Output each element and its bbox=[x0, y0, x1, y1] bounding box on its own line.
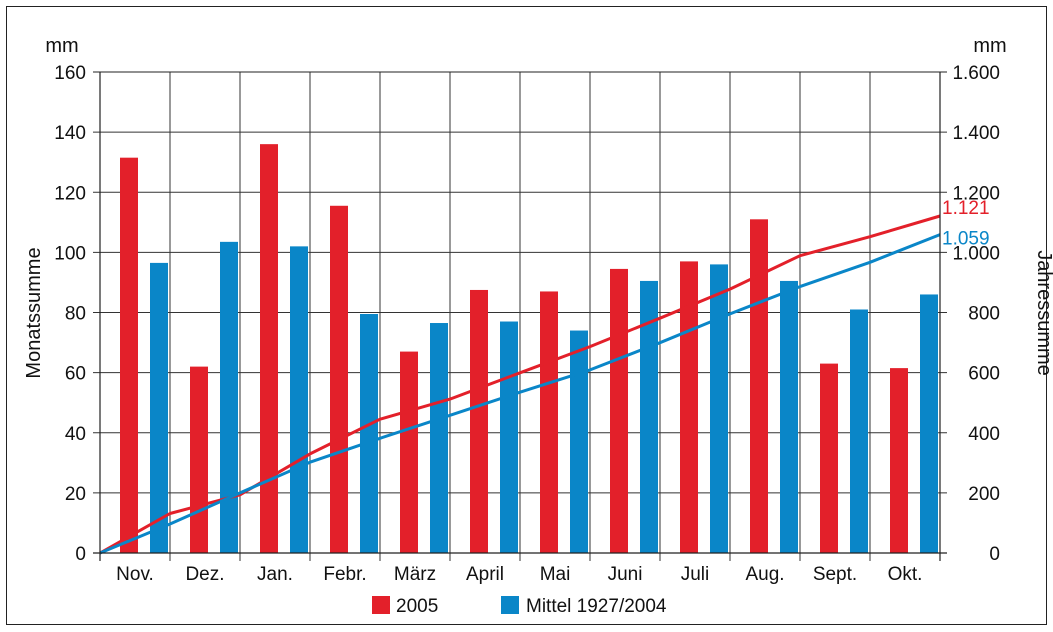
left-tick-label: 140 bbox=[54, 123, 86, 144]
category-label: Mai bbox=[540, 564, 571, 585]
left-tick-label: 40 bbox=[65, 424, 86, 445]
bar-2005 bbox=[120, 157, 138, 553]
bar-mittel bbox=[220, 241, 238, 553]
left-tick-label: 60 bbox=[65, 364, 86, 385]
bar-2005 bbox=[330, 205, 348, 553]
bar-mittel bbox=[360, 314, 378, 553]
right-tick-label: 1.600 bbox=[952, 63, 1000, 84]
bar-2005 bbox=[890, 368, 908, 553]
right-tick-label: 1.000 bbox=[952, 243, 1000, 264]
right-tick-label: 400 bbox=[968, 424, 1000, 445]
legend: 2005 Mittel 1927/2004 bbox=[372, 596, 667, 617]
bar-mittel bbox=[570, 330, 588, 553]
bar-mittel bbox=[850, 309, 868, 553]
category-label: Dez. bbox=[185, 564, 224, 585]
bar-2005 bbox=[680, 261, 698, 553]
cumulative-lines: 1.121 1.059 bbox=[99, 198, 990, 555]
legend-label-mittel: Mittel 1927/2004 bbox=[526, 596, 667, 617]
right-tick-label: 600 bbox=[968, 364, 1000, 385]
legend-swatch-2005 bbox=[372, 596, 390, 614]
left-tick-label: 80 bbox=[65, 304, 86, 325]
left-tick-label: 0 bbox=[75, 544, 86, 565]
bar-mittel bbox=[500, 321, 518, 553]
category-label: Nov. bbox=[116, 564, 154, 585]
category-label: Juni bbox=[608, 564, 643, 585]
bar-2005 bbox=[190, 366, 208, 553]
bar-mittel bbox=[430, 323, 448, 553]
cumulative-end-label-mittel: 1.059 bbox=[942, 229, 990, 250]
cumulative-line-mittel bbox=[99, 233, 941, 555]
category-label: Aug. bbox=[745, 564, 784, 585]
left-tick-label: 160 bbox=[54, 63, 86, 84]
right-tick-label: 800 bbox=[968, 304, 1000, 325]
category-label: Okt. bbox=[888, 564, 923, 585]
left-tick-label: 20 bbox=[65, 484, 86, 505]
right-axis-unit: mm bbox=[973, 35, 1006, 57]
left-axis-unit: mm bbox=[45, 35, 78, 57]
right-axis-title: Jahressumme bbox=[1033, 250, 1053, 376]
left-tick-label: 100 bbox=[54, 243, 86, 264]
category-label: Jan. bbox=[257, 564, 293, 585]
legend-swatch-mittel bbox=[501, 596, 519, 614]
bar-2005 bbox=[610, 268, 628, 553]
category-label: April bbox=[466, 564, 504, 585]
bar-mittel bbox=[920, 294, 938, 553]
right-tick-label: 1.400 bbox=[952, 123, 1000, 144]
right-tick-label: 200 bbox=[968, 484, 1000, 505]
bar-mittel bbox=[150, 262, 168, 553]
bar-mittel bbox=[710, 264, 728, 553]
bars bbox=[120, 144, 938, 554]
category-label: März bbox=[394, 564, 436, 585]
axes: 0 0 20 200 40 400 60 600 80 800 100 1.000 120 1.200 14… bbox=[54, 63, 1000, 585]
bar-2005 bbox=[470, 289, 488, 553]
bar-2005 bbox=[540, 291, 558, 553]
right-tick-label: 0 bbox=[989, 544, 1000, 565]
bar-2005 bbox=[750, 219, 768, 553]
bar-2005 bbox=[820, 363, 838, 553]
bar-mittel bbox=[290, 246, 308, 554]
cumulative-line-2005 bbox=[99, 214, 941, 555]
bar-mittel bbox=[780, 280, 798, 553]
category-label: Sept. bbox=[813, 564, 857, 585]
right-tick-label: 1.200 bbox=[952, 183, 1000, 204]
grid bbox=[100, 71, 940, 561]
legend-label-2005: 2005 bbox=[396, 596, 438, 617]
category-label: Juli bbox=[681, 564, 710, 585]
cumulative-end-label-2005: 1.121 bbox=[942, 198, 990, 219]
category-label: Febr. bbox=[323, 564, 366, 585]
bar-2005 bbox=[260, 144, 278, 553]
left-axis-title: Monatssumme bbox=[23, 247, 45, 378]
bar-2005 bbox=[400, 351, 418, 553]
left-tick-label: 120 bbox=[54, 183, 86, 204]
outer-border bbox=[6, 6, 1047, 625]
